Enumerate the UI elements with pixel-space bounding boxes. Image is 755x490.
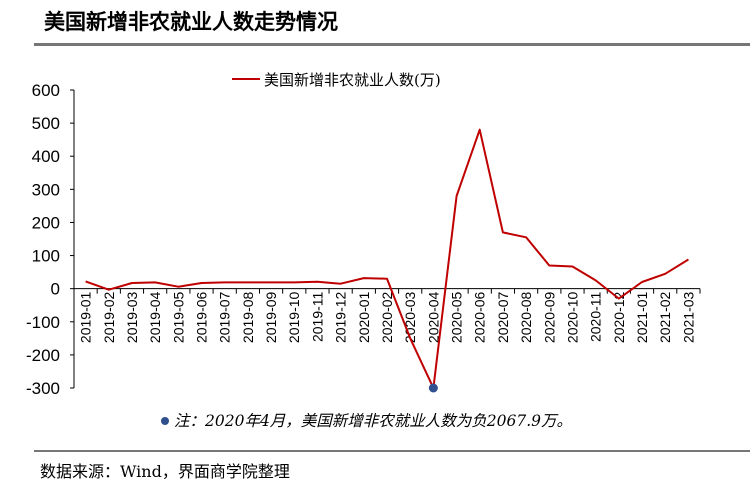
x-tick-label: 2021-01 — [634, 291, 650, 343]
data-point — [177, 285, 179, 287]
title-divider — [34, 43, 750, 46]
data-point — [409, 337, 411, 339]
x-tick-label: 2020-06 — [472, 291, 488, 343]
data-point — [687, 258, 689, 260]
data-point — [154, 281, 156, 283]
x-tick-label: 2019-11 — [309, 291, 325, 342]
data-point — [664, 273, 666, 275]
data-point — [363, 277, 365, 279]
annotation: 注：2020年4月，美国新增非农就业人数为负2067.9万。 — [161, 412, 572, 430]
data-point — [571, 265, 573, 267]
x-tick-label: 2020-12 — [611, 291, 627, 343]
x-tick-label: 2019-08 — [240, 291, 256, 343]
y-tick-label: 300 — [32, 180, 60, 199]
data-point — [479, 129, 481, 131]
x-axis: 2019-01 2019-02 2019-03 2019-04 2019-05 2019-… — [73, 288, 701, 343]
annotation-text: 注：2020年4月，美国新增非农就业人数为负2067.9万。 — [174, 412, 572, 430]
x-tick-label: 2020-03 — [402, 291, 418, 343]
x-tick-label: 2020-04 — [425, 291, 441, 343]
series-layer — [84, 128, 689, 393]
series-line — [85, 128, 689, 389]
data-point — [84, 280, 86, 282]
x-tick-label: 2019-05 — [170, 291, 186, 343]
data-point — [502, 231, 504, 233]
data-point — [131, 282, 133, 284]
data-point — [455, 195, 457, 197]
y-tick-label: 0 — [51, 280, 60, 299]
data-point — [548, 264, 550, 266]
x-tick-label: 2020-02 — [379, 291, 395, 343]
legend: 美国新增非农就业人数(万) — [232, 71, 441, 89]
footer-divider — [34, 450, 750, 452]
x-tick-label: 2020-10 — [564, 291, 580, 343]
highlight-marker — [428, 383, 438, 393]
source-note: 数据来源：Wind，界面商学院整理 — [40, 462, 290, 481]
data-point — [618, 297, 620, 299]
x-tick-label: 2020-07 — [495, 291, 511, 343]
y-tick-label: 400 — [32, 147, 60, 166]
data-point — [641, 281, 643, 283]
x-tick-label: 2019-03 — [124, 291, 140, 343]
y-tick-label: -300 — [26, 379, 60, 398]
page-title: 美国新增非农就业人数走势情况 — [44, 9, 338, 34]
data-point — [224, 281, 226, 283]
x-tick-label: 2020-11 — [588, 291, 604, 342]
x-tick-label: 2019-09 — [263, 291, 279, 343]
y-tick-label: 200 — [32, 213, 60, 232]
legend-label: 美国新增非农就业人数(万) — [264, 71, 441, 89]
y-tick-label: -200 — [26, 346, 60, 365]
x-tick-label: 2020-08 — [518, 291, 534, 343]
y-tick-label: -100 — [26, 313, 60, 332]
data-point — [525, 236, 527, 238]
x-tick-label: 2019-10 — [286, 291, 302, 343]
data-point — [108, 288, 110, 290]
x-tick-label: 2019-12 — [333, 291, 349, 343]
x-tick-label: 2021-02 — [657, 291, 673, 343]
y-axis: -300 -200 -100 0 100 200 300 400 500 600 — [26, 81, 75, 398]
x-tick-label: 2020-01 — [356, 291, 372, 343]
x-tick-label: 2019-06 — [194, 291, 210, 343]
data-point — [200, 282, 202, 284]
y-tick-label: 100 — [32, 247, 60, 266]
annotation-dot — [161, 417, 169, 425]
data-point — [270, 281, 272, 283]
x-tick-label: 2019-02 — [101, 291, 117, 343]
data-point — [386, 278, 388, 280]
x-tick-label: 2020-05 — [449, 291, 465, 343]
x-tick-label: 2020-09 — [541, 291, 557, 343]
y-tick-label: 500 — [32, 114, 60, 133]
data-point — [594, 279, 596, 281]
data-point — [293, 281, 295, 283]
data-point — [339, 283, 341, 285]
x-tick-label: 2019-04 — [147, 291, 163, 343]
data-point — [316, 281, 318, 283]
x-tick-label: 2019-07 — [217, 291, 233, 343]
x-tick-label: 2021-03 — [680, 291, 696, 343]
x-tick-label: 2019-01 — [78, 291, 94, 343]
y-tick-label: 600 — [32, 81, 60, 100]
data-point — [247, 281, 249, 283]
